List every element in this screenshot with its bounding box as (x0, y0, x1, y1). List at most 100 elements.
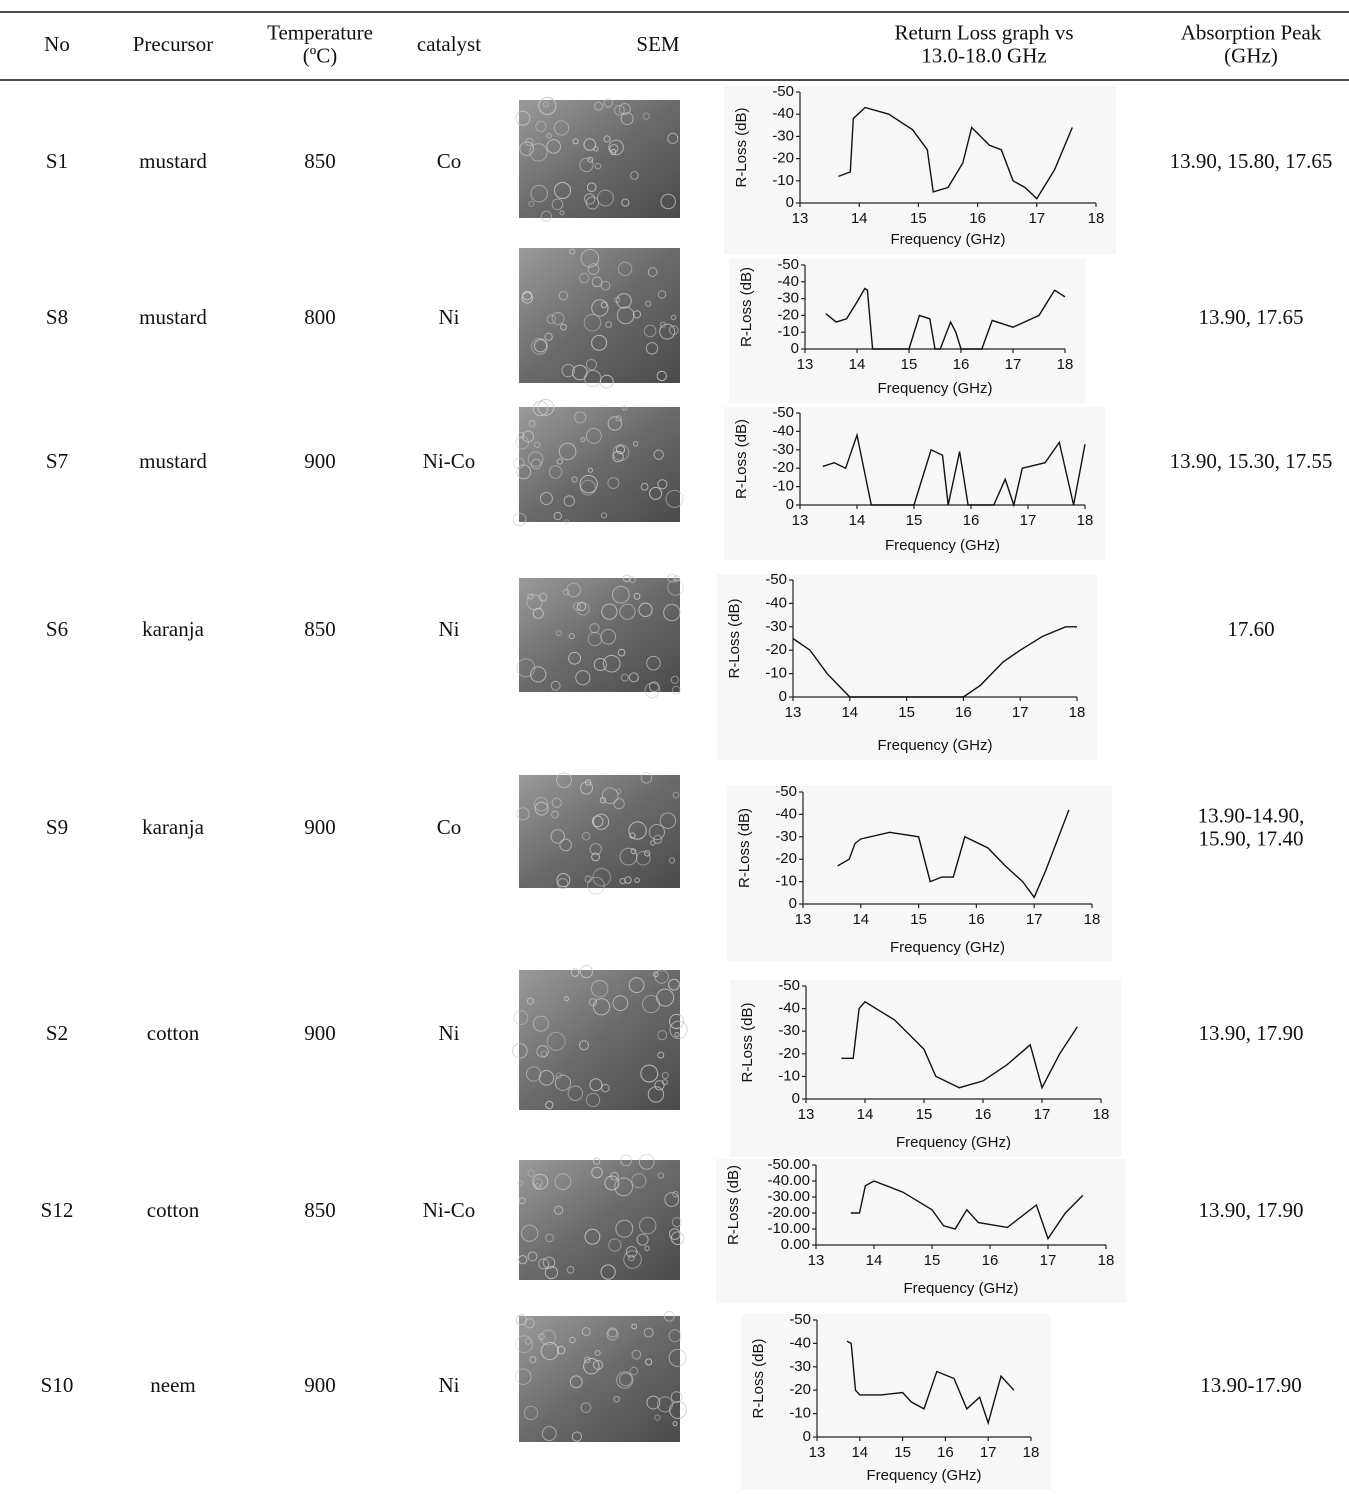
x-axis-label: Frequency (GHz) (877, 380, 992, 397)
x-tick-label: 17 (1028, 210, 1045, 227)
y-axis-label: R-Loss (dB) (733, 419, 750, 499)
x-tick-label: 15 (924, 1252, 941, 1269)
x-tick-label: 15 (910, 911, 927, 928)
catalyst-cell: Co (437, 815, 462, 839)
x-tick-label: 13 (792, 210, 809, 227)
sem-image (518, 1154, 684, 1280)
y-tick-label: -30 (772, 441, 794, 458)
temperature-cell: 900 (304, 449, 336, 473)
x-tick-label: 18 (1023, 1444, 1040, 1461)
precursor-cell: mustard (139, 149, 207, 173)
y-tick-label: -30 (778, 1022, 800, 1039)
no-cell: S8 (46, 305, 68, 329)
y-tick-label: -10.00 (767, 1220, 810, 1237)
catalyst-cell: Ni (439, 617, 460, 641)
sem-image (517, 574, 683, 698)
y-axis-label: R-Loss (dB) (725, 1165, 742, 1245)
catalyst-cell: Ni (439, 1373, 460, 1397)
x-tick-label: 14 (866, 1252, 883, 1269)
x-tick-label: 14 (851, 210, 868, 227)
y-tick-label: -50 (778, 977, 800, 994)
header-cell: 13.0-18.0 GHz (921, 43, 1046, 67)
y-tick-label: -50 (765, 571, 787, 588)
y-tick-label: 0 (786, 496, 794, 513)
temperature-cell: 850 (304, 617, 336, 641)
y-tick-label: -20 (789, 1381, 811, 1398)
x-tick-label: 16 (963, 512, 980, 529)
x-axis-label: Frequency (GHz) (890, 231, 1005, 248)
sem-image (517, 772, 680, 894)
x-tick-label: 17 (1012, 704, 1029, 721)
x-tick-label: 14 (852, 911, 869, 928)
x-tick-label: 16 (969, 210, 986, 227)
temperature-cell: 900 (304, 1373, 336, 1397)
header-cell: catalyst (417, 32, 481, 56)
y-tick-label: -50 (777, 256, 799, 273)
y-tick-label: -10 (777, 323, 799, 340)
y-tick-label: -30 (765, 618, 787, 635)
absorption-cell: 13.90, 17.90 (1199, 1021, 1304, 1045)
y-tick-label: -40 (789, 1334, 811, 1351)
y-tick-label: -50 (772, 83, 794, 100)
temperature-cell: 900 (304, 1021, 336, 1045)
no-cell: S10 (41, 1373, 74, 1397)
precursor-cell: cotton (147, 1021, 200, 1045)
x-tick-label: 14 (849, 512, 866, 529)
y-tick-label: -20.00 (767, 1204, 810, 1221)
x-tick-label: 18 (1069, 704, 1086, 721)
y-axis-label: R-Loss (dB) (736, 808, 753, 888)
y-tick-label: -40 (778, 1000, 800, 1017)
header-cell: (GHz) (1224, 43, 1278, 67)
x-tick-label: 15 (901, 356, 918, 373)
x-tick-label: 16 (937, 1444, 954, 1461)
y-axis-label: R-Loss (dB) (750, 1338, 767, 1418)
y-tick-label: -40 (772, 105, 794, 122)
x-tick-label: 13 (808, 1252, 825, 1269)
y-tick-label: 0 (789, 895, 797, 912)
x-tick-label: 18 (1077, 512, 1094, 529)
y-tick-label: -50 (772, 404, 794, 421)
x-tick-label: 17 (1040, 1252, 1057, 1269)
x-axis-label: Frequency (GHz) (903, 1280, 1018, 1297)
y-tick-label: -20 (775, 850, 797, 867)
y-tick-label: 0 (792, 1090, 800, 1107)
y-tick-label: -30 (772, 127, 794, 144)
x-tick-label: 15 (894, 1444, 911, 1461)
x-tick-label: 15 (906, 512, 923, 529)
no-cell: S6 (46, 617, 68, 641)
x-tick-label: 16 (955, 704, 972, 721)
temperature-cell: 850 (304, 149, 336, 173)
x-tick-label: 13 (797, 356, 814, 373)
y-tick-label: -20 (765, 641, 787, 658)
x-tick-label: 13 (792, 512, 809, 529)
x-tick-label: 13 (795, 911, 812, 928)
precursor-cell: karanja (142, 617, 204, 641)
y-tick-label: -10 (778, 1067, 800, 1084)
header-cell: Temperature (267, 20, 373, 44)
header-cell: SEM (636, 32, 680, 56)
y-tick-label: -30 (775, 828, 797, 845)
absorption-cell: 13.90, 15.30, 17.55 (1170, 449, 1333, 473)
absorption-cell: 13.90, 17.90 (1199, 1198, 1304, 1222)
y-tick-label: -20 (772, 459, 794, 476)
y-tick-label: -50 (789, 1311, 811, 1328)
y-tick-label: -40.00 (767, 1172, 810, 1189)
y-axis-label: R-Loss (dB) (726, 598, 743, 678)
x-tick-label: 18 (1093, 1106, 1110, 1123)
y-axis-label: R-Loss (dB) (739, 1002, 756, 1082)
header-cell: No (44, 32, 70, 56)
x-tick-label: 17 (1020, 512, 1037, 529)
precursor-cell: mustard (139, 449, 207, 473)
catalyst-cell: Ni-Co (423, 1198, 476, 1222)
sem-image (513, 399, 683, 525)
x-tick-label: 14 (857, 1106, 874, 1123)
header-cell: (ºC) (303, 43, 338, 67)
y-tick-label: -30 (777, 290, 799, 307)
catalyst-cell: Ni (439, 305, 460, 329)
x-tick-label: 14 (851, 1444, 868, 1461)
x-tick-label: 16 (982, 1252, 999, 1269)
y-tick-label: -40 (765, 594, 787, 611)
x-tick-label: 18 (1098, 1252, 1115, 1269)
y-tick-label: 0 (779, 688, 787, 705)
sem-image (516, 97, 680, 221)
